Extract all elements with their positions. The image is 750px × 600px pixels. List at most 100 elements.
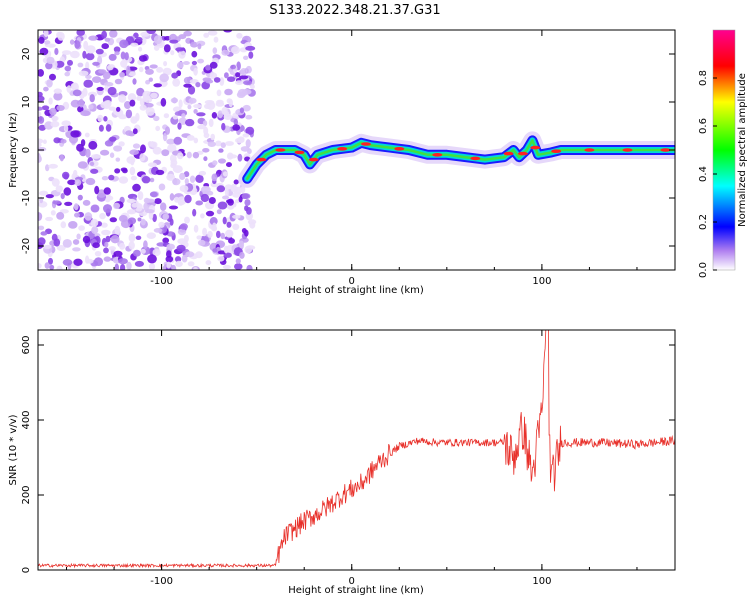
y-tick-label: 200 [21,485,32,504]
noise-blob [245,114,253,120]
noise-blob [230,64,237,70]
noise-blob [131,202,139,208]
noise-blob [101,229,111,236]
noise-blob [184,178,189,185]
noise-blob [171,72,179,79]
noise-blob [149,177,155,183]
colorbar-tick-label: 0.6 [698,118,709,134]
noise-blob [146,232,156,239]
noise-blob [39,47,49,56]
noise-blob [184,194,192,204]
noise-blob [118,114,127,120]
noise-blob [240,186,246,194]
noise-blob [61,50,72,55]
noise-blob [208,118,214,128]
noise-blob [240,146,250,152]
noise-blob [218,158,226,164]
noise-blob [104,140,114,147]
noise-blob [119,39,129,49]
noise-blob [178,34,187,40]
noise-blob [90,218,99,227]
noise-blob [162,237,170,244]
noise-blob [221,122,226,131]
noise-blob [107,86,117,96]
noise-blob [113,46,121,53]
noise-blob [217,110,224,119]
noise-blob [60,221,67,229]
colorbar-gradient [712,29,736,271]
noise-blob [147,254,157,264]
noise-blob [216,185,226,193]
noise-blob [42,244,52,249]
noise-blob [211,112,218,119]
colorbar-tick-label: 0.0 [698,262,709,278]
noise-blob [244,199,251,206]
noise-blob [170,264,177,270]
noise-blob [227,154,238,159]
noise-blob [160,97,167,107]
noise-blob [197,239,206,246]
noise-blob [176,244,186,252]
noise-blob [209,217,218,226]
noise-blob [85,61,90,70]
noise-blob [104,100,112,108]
noise-blob [42,139,47,144]
noise-blob [94,185,100,195]
noise-blob [153,35,163,45]
colorbar-tick-label: 0.4 [698,166,709,182]
noise-blob [215,101,225,107]
x-tick-label: 0 [349,576,355,587]
noise-blob [103,247,109,254]
y-tick-label: 0 [21,147,32,153]
noise-blob [127,93,137,102]
noise-blob [245,139,251,148]
noise-blob [224,72,229,79]
noise-blob [38,237,46,246]
noise-blob [226,162,232,168]
noise-blob [67,59,73,66]
noise-blob [142,90,152,100]
noise-blob [173,136,183,145]
y-tick-label: 600 [21,335,32,354]
noise-blob [84,212,93,221]
noise-blob [195,82,201,88]
noise-blob [124,101,131,109]
noise-blob [64,201,73,206]
noise-blob [38,69,44,77]
noise-blob [195,251,203,259]
noise-blob [38,116,45,124]
noise-blob [136,87,145,97]
noise-blob [179,185,189,192]
noise-blob [39,190,49,196]
noise-blob [88,104,94,110]
y-tick-label: 400 [21,410,32,429]
noise-blob [133,249,141,257]
ridge-peak [622,148,633,152]
noise-blob [50,120,60,128]
noise-blob [72,247,81,252]
noise-blob [145,79,151,85]
noise-blob [56,265,63,270]
noise-blob [145,209,155,214]
noise-blob [70,99,81,108]
noise-blob [167,144,177,153]
noise-blob [46,79,53,88]
colorbar-tick-label: 0.2 [698,214,709,230]
noise-blob [98,124,104,132]
noise-blob [78,70,89,77]
noise-blob [99,212,106,220]
noise-blob [38,106,44,111]
noise-blob [114,168,121,174]
noise-blob [228,238,235,244]
noise-blob [53,238,61,247]
x-tick-label: 100 [532,276,551,287]
noise-blob [166,243,175,250]
noise-blob [232,223,240,230]
colorbar-tick-label: 0.8 [698,70,709,86]
noise-blob [64,71,70,77]
y-tick-label: -20 [21,238,32,254]
noise-blob [122,168,128,174]
noise-blob [74,40,81,49]
noise-blob [109,136,117,142]
